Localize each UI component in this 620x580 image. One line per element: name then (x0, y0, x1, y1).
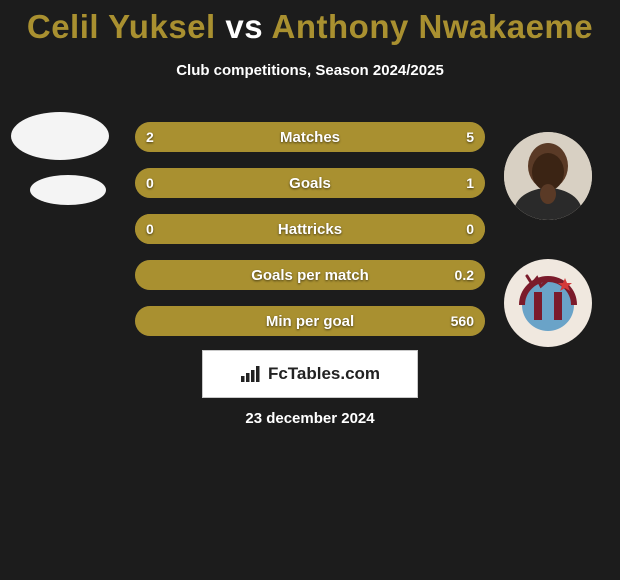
stat-row: 560Min per goal (135, 306, 485, 336)
stat-row: 01Goals (135, 168, 485, 198)
vs-text: vs (225, 8, 263, 45)
player2-avatar (504, 132, 592, 220)
player1-avatar (11, 112, 109, 160)
stats-rows: 25Matches 01Goals 00Hattricks 0.2Goals per … (135, 122, 485, 352)
player2-club-badge (504, 259, 592, 347)
stat-label: Goals (135, 168, 485, 198)
stat-label: Matches (135, 122, 485, 152)
stat-row: 0.2Goals per match (135, 260, 485, 290)
stat-label: Goals per match (135, 260, 485, 290)
stat-label: Hattricks (135, 214, 485, 244)
page-title: Celil Yuksel vs Anthony Nwakaeme (0, 0, 620, 46)
stat-row: 25Matches (135, 122, 485, 152)
club-crest-icon (517, 272, 579, 334)
person-icon (504, 132, 592, 220)
brand-text: FcTables.com (268, 364, 380, 384)
brand-badge: FcTables.com (202, 350, 418, 398)
bar-chart-icon (240, 365, 262, 383)
date-text: 23 december 2024 (0, 410, 620, 427)
player1-name: Celil Yuksel (27, 8, 216, 45)
stat-label: Min per goal (135, 306, 485, 336)
player2-name: Anthony Nwakaeme (272, 8, 594, 45)
subtitle: Club competitions, Season 2024/2025 (0, 62, 620, 79)
stat-row: 00Hattricks (135, 214, 485, 244)
player1-club-badge (30, 175, 106, 205)
